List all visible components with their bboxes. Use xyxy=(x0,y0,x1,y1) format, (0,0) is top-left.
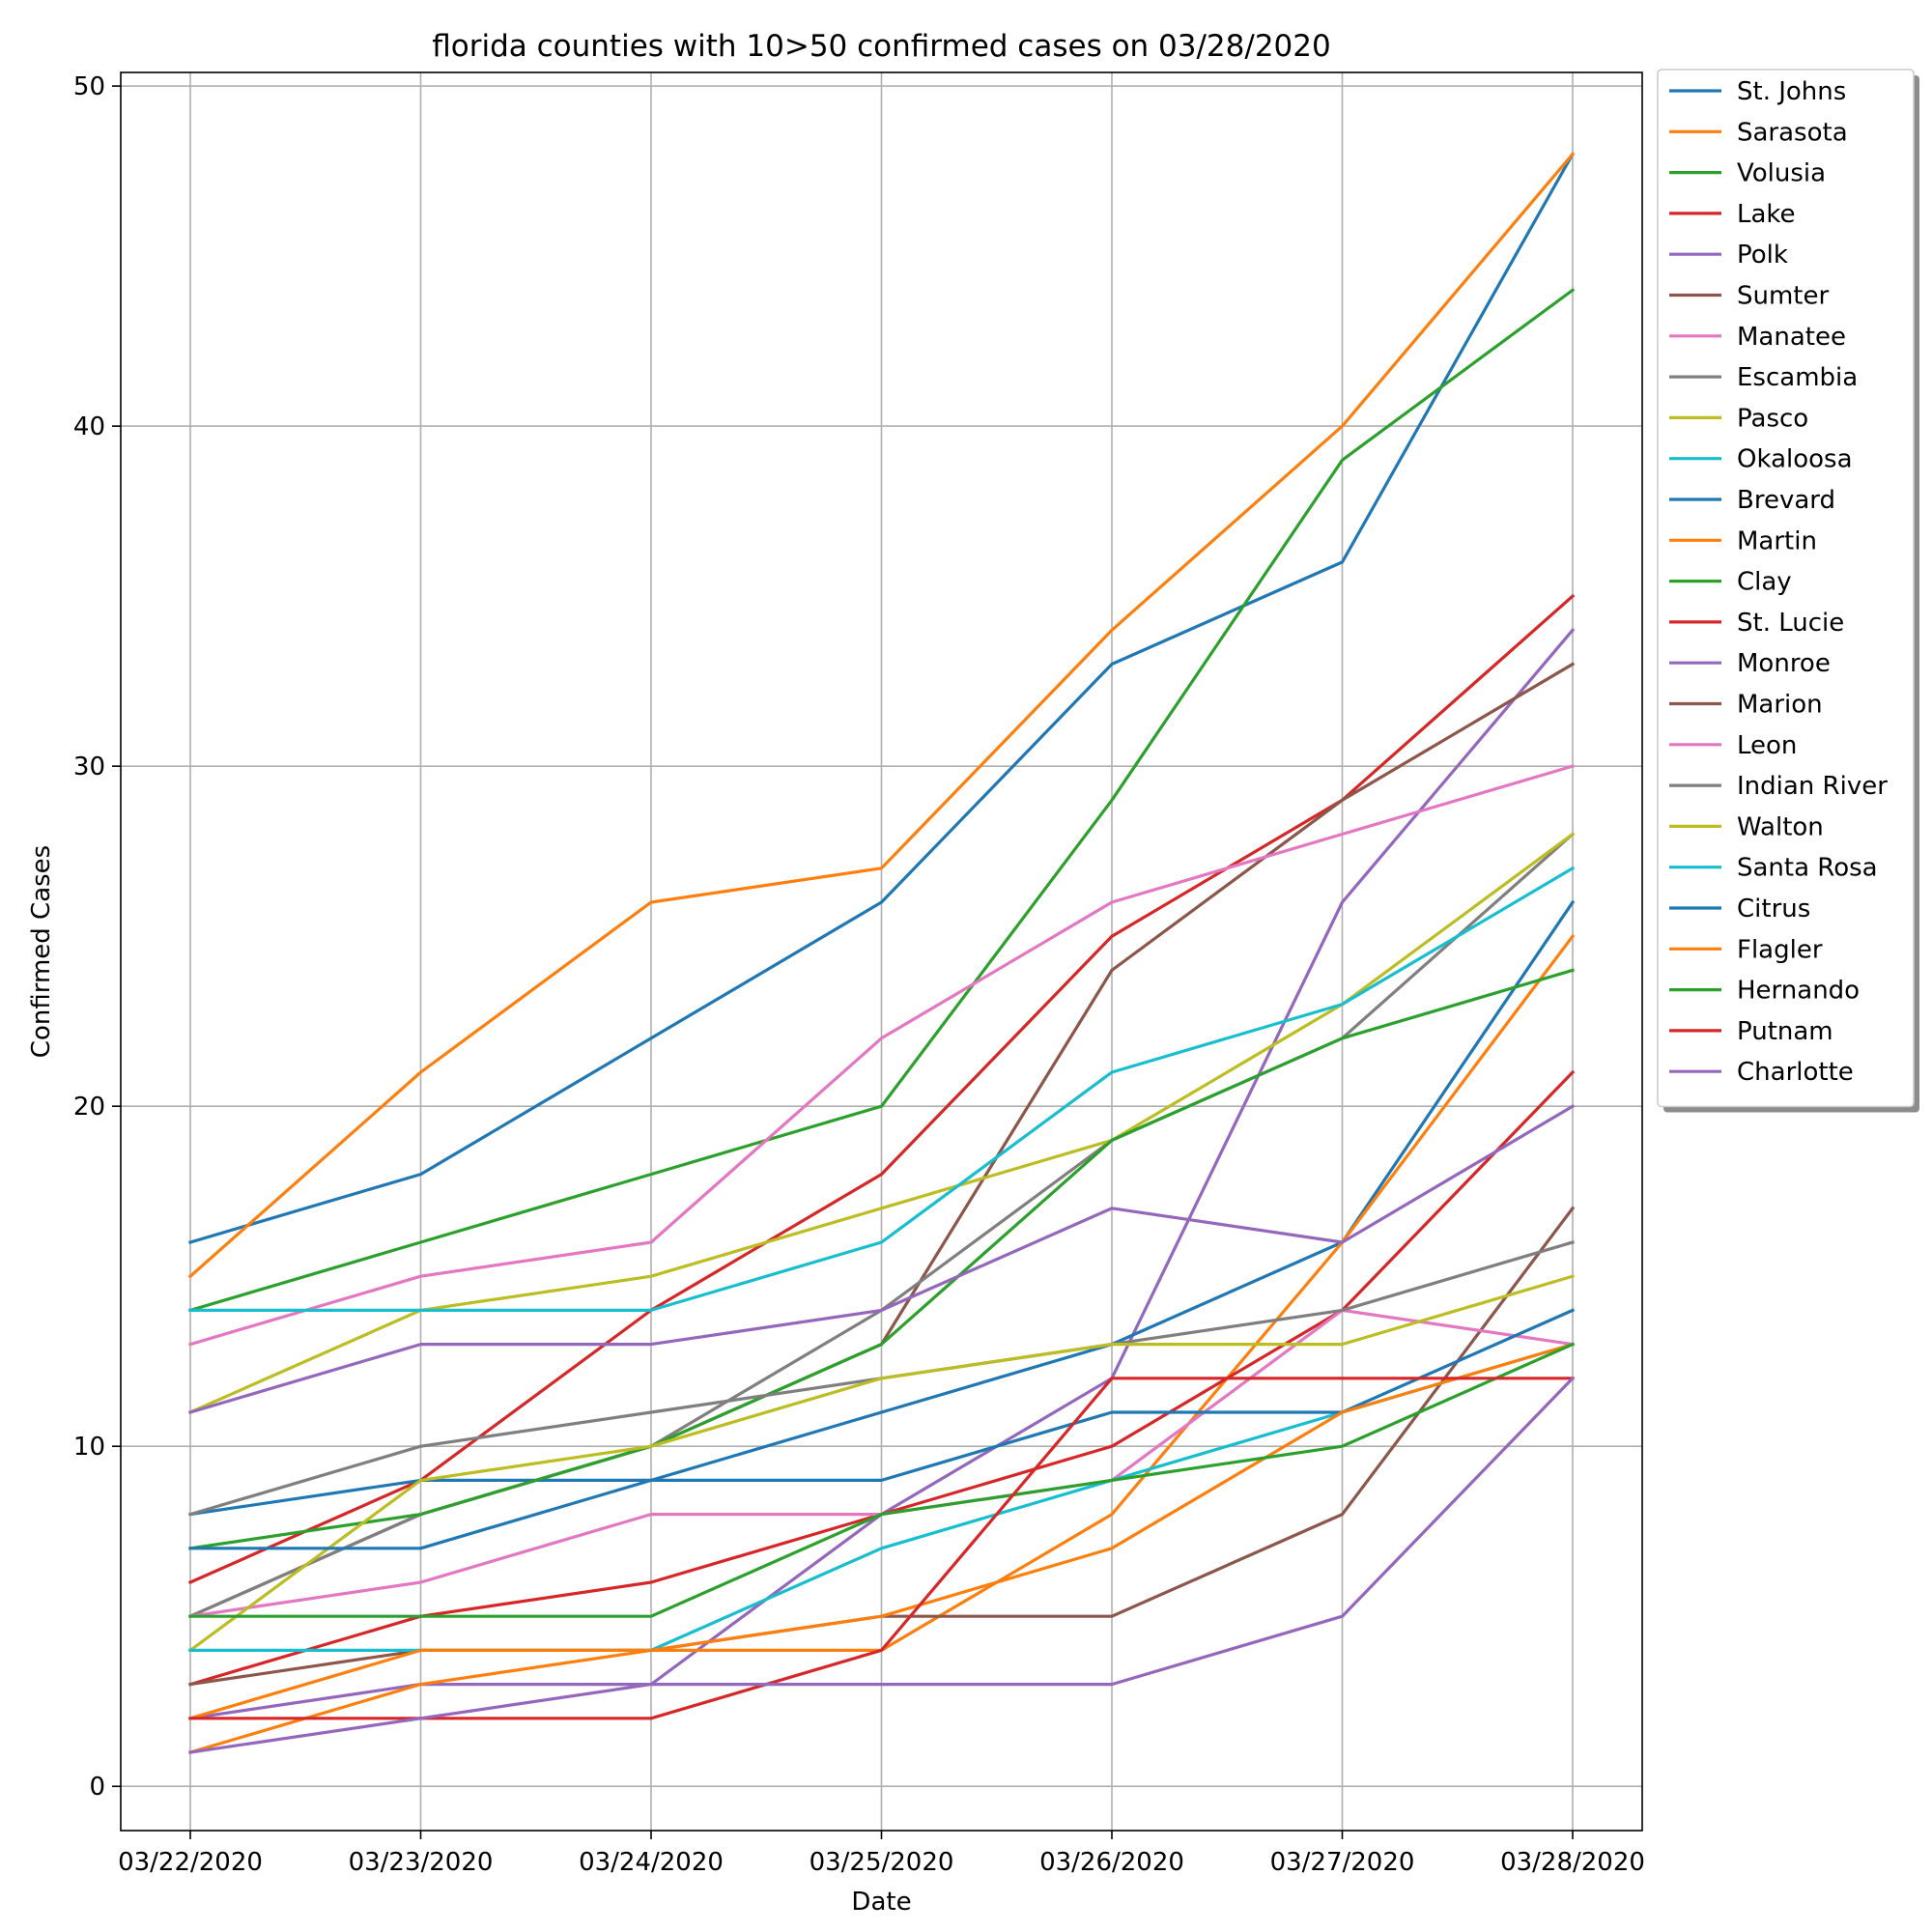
legend-label: Leon xyxy=(1737,731,1797,760)
x-tick-label: 03/26/2020 xyxy=(1039,1848,1184,1877)
series-line-okaloosa xyxy=(188,866,1576,1313)
legend-label: Escambia xyxy=(1737,363,1858,392)
x-tick-label: 03/25/2020 xyxy=(810,1848,954,1877)
series-line-monroe xyxy=(188,1104,1576,1414)
series-lines xyxy=(187,152,1576,1754)
legend-label: Okaloosa xyxy=(1737,445,1853,474)
y-tick-label: 40 xyxy=(73,412,105,441)
x-tick-label: 03/27/2020 xyxy=(1270,1848,1415,1877)
series-line-clay xyxy=(188,968,1575,1550)
x-tick-label: 03/23/2020 xyxy=(349,1848,494,1877)
legend-label: Sumter xyxy=(1737,282,1830,311)
legend-label: Hernando xyxy=(1737,977,1860,1006)
y-tick-label: 20 xyxy=(73,1093,105,1122)
y-tick-label: 30 xyxy=(73,753,105,781)
series-line-flagler xyxy=(188,1342,1575,1720)
x-axis-label: Date xyxy=(851,1888,911,1917)
x-axis-ticks: 03/22/2020 03/23/2020 03/24/2020 03/25/2020… xyxy=(118,1831,1645,1877)
legend: St. Johns Sarasota Volusia Lake Polk Sumter Ma… xyxy=(1657,69,1919,1113)
y-tick-label: 10 xyxy=(73,1433,105,1462)
legend-label: Charlotte xyxy=(1737,1058,1854,1087)
x-tick-label: 03/28/2020 xyxy=(1500,1848,1645,1877)
legend-label: Polk xyxy=(1737,241,1788,270)
legend-label: Manatee xyxy=(1737,323,1846,352)
legend-label: Martin xyxy=(1737,526,1817,555)
legend-label: Brevard xyxy=(1737,486,1835,515)
x-tick-label: 03/24/2020 xyxy=(579,1848,724,1877)
series-line-st-johns xyxy=(188,152,1576,1244)
legend-label: Indian River xyxy=(1737,772,1888,801)
legend-label: St. Johns xyxy=(1737,77,1846,106)
legend-label: Clay xyxy=(1737,568,1792,597)
y-axis-ticks: 0 10 20 30 40 50 xyxy=(73,72,121,1802)
legend-label: Monroe xyxy=(1737,649,1831,678)
y-axis-label: Confirmed Cases xyxy=(27,845,56,1058)
series-line-charlotte xyxy=(188,1376,1576,1754)
legend-label: Citrus xyxy=(1737,895,1810,923)
legend-label: Santa Rosa xyxy=(1737,854,1878,883)
series-line-sarasota xyxy=(187,152,1576,1279)
y-tick-label: 50 xyxy=(73,72,105,101)
legend-label: St. Lucie xyxy=(1737,609,1844,638)
series-line-manatee xyxy=(188,764,1575,1347)
legend-label: Volusia xyxy=(1737,159,1826,188)
legend-label: Lake xyxy=(1737,200,1796,229)
legend-label: Walton xyxy=(1737,812,1824,841)
y-tick-label: 0 xyxy=(89,1773,105,1802)
legend-label: Putnam xyxy=(1737,1017,1833,1046)
legend-label: Marion xyxy=(1737,691,1823,720)
x-tick-label: 03/22/2020 xyxy=(118,1848,263,1877)
series-line-walton xyxy=(187,1274,1575,1653)
chart-title: florida counties with 10>50 confirmed ca… xyxy=(432,29,1330,64)
legend-label: Sarasota xyxy=(1737,118,1848,147)
legend-label: Pasco xyxy=(1737,404,1808,433)
legend-box xyxy=(1657,69,1915,1108)
legend-label: Flagler xyxy=(1737,935,1823,964)
series-line-hernando xyxy=(188,1342,1576,1618)
series-line-volusia xyxy=(188,288,1576,1313)
